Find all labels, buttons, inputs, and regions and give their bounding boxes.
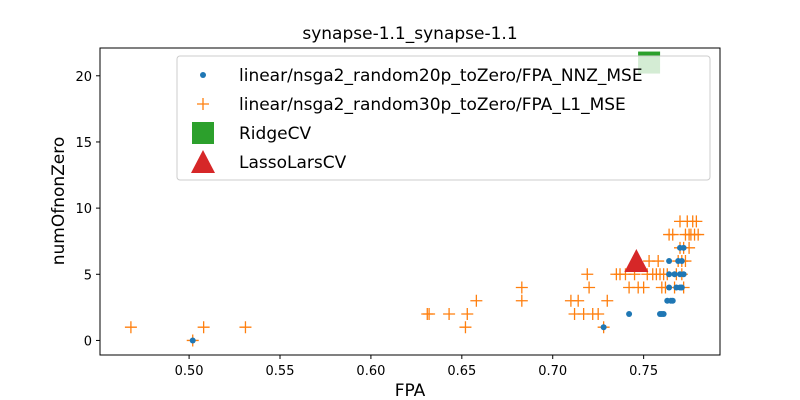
x-tick-label: 0.55 [266, 364, 295, 379]
x-axis-ticks: 0.50 0.55 0.60 0.65 0.70 0.75 [175, 355, 658, 379]
data-point-s1-10 [515, 294, 528, 307]
data-point-s0-12 [678, 284, 685, 291]
data-point-s1-19 [592, 307, 605, 320]
data-point-s1-7 [459, 321, 472, 334]
series-1 [124, 215, 705, 347]
data-point-s0-13 [666, 271, 673, 278]
data-point-s3-0 [624, 249, 649, 273]
y-tick-label: 5 [84, 268, 92, 283]
series-0 [189, 244, 687, 344]
data-point-s0-19 [678, 258, 685, 265]
data-point-s1-33 [652, 255, 665, 268]
y-axis-label: numOfnonZero [49, 137, 69, 266]
data-point-s1-0 [124, 321, 137, 334]
data-point-s1-11 [515, 281, 528, 294]
data-point-s0-0 [189, 337, 196, 344]
data-point-s1-58 [690, 215, 703, 228]
data-point-s0-16 [680, 271, 687, 278]
legend-item-3: LassoLarsCV [191, 150, 347, 173]
legend-item-2: RidgeCV [192, 122, 311, 144]
series-3 [624, 249, 649, 273]
data-point-s1-16 [581, 268, 594, 281]
x-axis-label: FPA [395, 381, 426, 400]
data-point-s1-59 [692, 228, 705, 241]
y-tick-label: 15 [75, 136, 92, 151]
data-point-s0-17 [666, 258, 673, 265]
data-point-s1-8 [461, 307, 474, 320]
data-point-s0-14 [671, 271, 678, 278]
legend-marker-3 [191, 150, 215, 173]
data-point-s0-9 [666, 284, 673, 291]
y-tick-label: 0 [84, 334, 92, 349]
legend-label-2: RidgeCV [239, 124, 311, 144]
data-point-s1-17 [583, 281, 596, 294]
data-point-s1-9 [470, 294, 483, 307]
data-point-s0-5 [660, 310, 667, 317]
x-tick-label: 0.70 [538, 364, 567, 379]
chart-title: synapse-1.1_synapse-1.1 [302, 24, 517, 44]
y-axis-ticks: 0 5 10 15 20 [75, 70, 100, 349]
legend-label-1: linear/nsga2_random30p_toZero/FPA_L1_MSE [239, 95, 626, 115]
y-tick-label: 20 [75, 70, 92, 85]
data-point-s1-2 [197, 321, 210, 334]
y-tick-label: 10 [75, 202, 92, 217]
legend: linear/nsga2_random20p_toZero/FPA_NNZ_MS… [176, 55, 711, 181]
x-tick-label: 0.65 [447, 364, 476, 379]
x-tick-label: 0.75 [629, 364, 658, 379]
data-point-s0-2 [626, 310, 633, 317]
data-point-s0-21 [680, 244, 687, 251]
legend-label-0: linear/nsga2_random20p_toZero/FPA_NNZ_MS… [239, 66, 643, 86]
legend-label-3: LassoLarsCV [239, 153, 347, 173]
legend-marker-1 [197, 98, 209, 110]
x-tick-label: 0.50 [175, 364, 204, 379]
data-point-s1-21 [601, 294, 614, 307]
legend-marker-2 [192, 122, 214, 144]
data-point-s0-1 [600, 324, 607, 331]
data-point-s1-3 [239, 321, 252, 334]
x-tick-label: 0.60 [356, 364, 385, 379]
legend-marker-0 [200, 72, 206, 78]
legend-box [176, 55, 711, 181]
data-point-s1-6 [443, 307, 456, 320]
data-point-s1-40 [666, 228, 679, 241]
legend-item-1: linear/nsga2_random30p_toZero/FPA_L1_MSE [197, 95, 626, 115]
plot-frame [99, 47, 721, 356]
data-point-s1-28 [637, 281, 650, 294]
legend-item-0: linear/nsga2_random20p_toZero/FPA_NNZ_MS… [200, 66, 643, 86]
data-point-s0-8 [669, 297, 676, 304]
data-point-s1-5 [423, 307, 436, 320]
data-point-s1-14 [572, 294, 585, 307]
